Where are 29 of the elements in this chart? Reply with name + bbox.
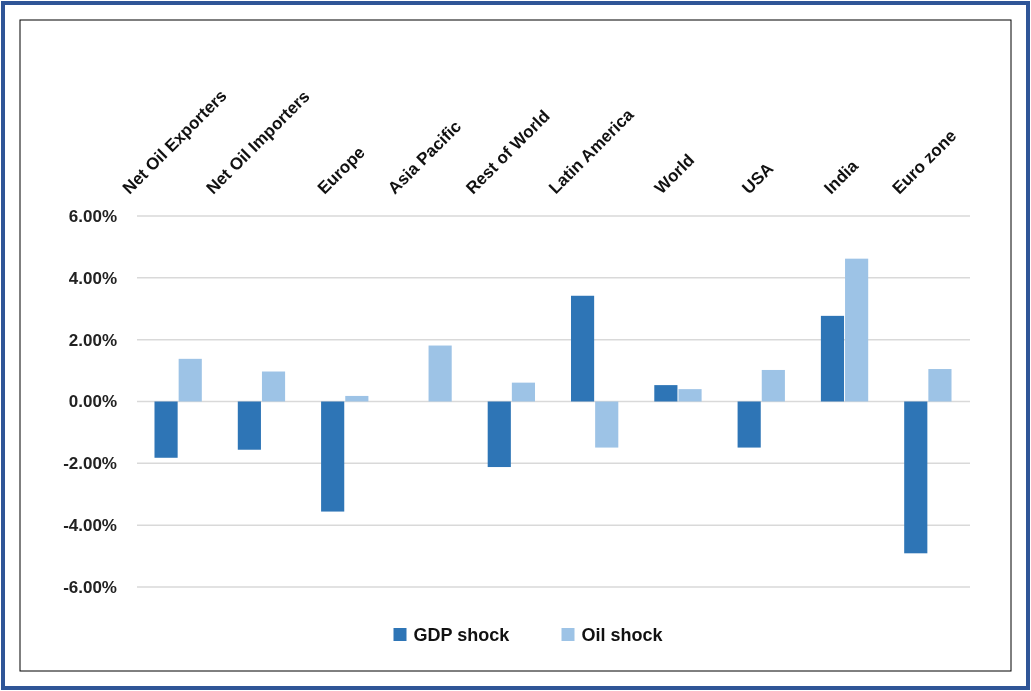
y-tick-label: 4.00% — [68, 268, 117, 288]
bar — [654, 385, 678, 402]
y-tick-label: 6.00% — [68, 206, 117, 226]
y-tick-label: 2.00% — [68, 330, 117, 350]
bar — [511, 382, 536, 402]
bar — [678, 389, 702, 402]
legend-label: GDP shock — [413, 625, 511, 646]
bar — [595, 401, 619, 448]
bar — [570, 295, 595, 402]
bar — [761, 369, 785, 402]
legend-label: Oil shock — [581, 625, 664, 646]
bar — [845, 258, 869, 402]
bar — [928, 369, 952, 402]
y-tick-label: -6.00% — [63, 577, 117, 597]
bar — [154, 401, 178, 458]
bar — [904, 401, 928, 554]
x-tick-label: USA — [738, 159, 778, 198]
bar — [237, 401, 261, 450]
bar — [345, 395, 369, 402]
y-tick-label: -2.00% — [63, 454, 117, 474]
bar — [820, 315, 845, 402]
y-tick-label: -4.00% — [63, 516, 117, 536]
bar — [321, 401, 345, 512]
bar — [487, 401, 511, 468]
bar — [737, 401, 761, 448]
bar — [428, 345, 452, 402]
bar — [178, 358, 202, 402]
bar — [261, 371, 286, 402]
y-tick-label: 0.00% — [68, 392, 117, 412]
